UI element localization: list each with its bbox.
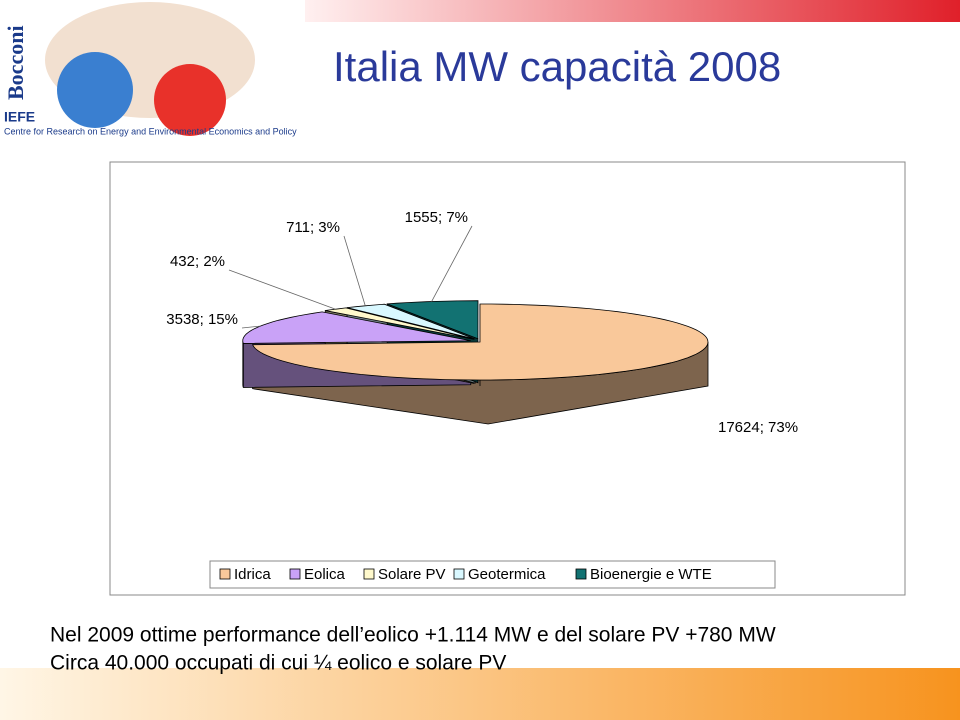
legend-swatch	[575, 568, 587, 580]
pie: 17624; 73% 3538; 15% 432; 2% 711; 3% 1555; 7…	[166, 209, 798, 436]
legend-label: Idrica	[234, 566, 271, 583]
slice	[251, 303, 709, 381]
legend-label: Geotermica	[468, 566, 546, 583]
legend-label: Bioenergie e WTE	[590, 566, 712, 583]
legend-label: Solare PV	[378, 566, 446, 583]
data-label: 17624; 73%	[718, 419, 798, 436]
top-bar	[305, 0, 960, 22]
logo-wheel	[57, 52, 133, 128]
legend-label: Eolica	[304, 566, 346, 583]
slice	[242, 311, 471, 344]
bottom-bar	[0, 668, 960, 720]
legend-frame	[209, 560, 776, 589]
legend: Idrica Eolica Solare PV Geotermica Bioenergi…	[219, 566, 712, 583]
legend-swatch	[289, 568, 301, 580]
leader-line	[241, 325, 261, 329]
leader-line	[343, 235, 366, 306]
title-bg	[320, 30, 910, 110]
data-label: 1555; 7%	[405, 209, 468, 226]
slice	[387, 300, 479, 340]
data-label: 711; 3%	[286, 219, 340, 236]
logo-wheel	[154, 64, 226, 136]
logo-name: Bocconi	[3, 25, 28, 100]
logo-unit: IEFE	[4, 109, 35, 125]
legend-swatch	[453, 568, 465, 580]
slide-title: Italia MW capacità 2008	[333, 43, 781, 90]
logo: Bocconi IEFE Centre for Research on Ener…	[3, 2, 297, 136]
legend-swatch	[363, 568, 375, 580]
note: Nel 2009 ottime performance dell’eolico …	[50, 624, 776, 647]
leader-line	[431, 225, 473, 302]
slice	[325, 307, 475, 340]
legend-swatch	[219, 568, 231, 580]
data-label: 3538; 15%	[166, 311, 238, 328]
logo-caption: Centre for Research on Energy and Enviro…	[4, 126, 297, 136]
leader-line	[228, 269, 336, 310]
data-label: 432; 2%	[170, 253, 225, 270]
note: Circa 40.000 occupati di cui ¼ eolico e …	[50, 652, 506, 675]
